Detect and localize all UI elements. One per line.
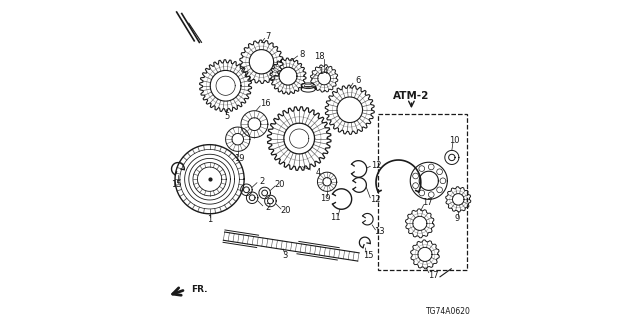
Text: 14: 14 [318,67,329,76]
Text: 13: 13 [374,227,385,236]
Text: 6: 6 [355,76,360,85]
Text: 18: 18 [314,52,324,61]
Bar [378,114,467,270]
Text: 8: 8 [300,50,305,59]
Text: 2: 2 [265,203,270,212]
Text: 7: 7 [265,32,271,41]
Text: 20: 20 [280,206,291,215]
Text: 19: 19 [234,154,244,163]
Text: 15: 15 [364,252,374,260]
Text: 3: 3 [282,252,287,260]
Text: ATM-2: ATM-2 [393,91,429,101]
Text: 16: 16 [260,100,271,108]
Text: TG74A0620: TG74A0620 [426,308,470,316]
Text: 5: 5 [225,112,230,121]
Text: 17: 17 [428,271,438,280]
Text: 9: 9 [454,214,460,223]
Text: 4: 4 [316,168,321,177]
Text: 11: 11 [330,213,340,222]
Text: 20: 20 [275,180,285,189]
Text: 15: 15 [171,180,182,189]
Text: FR.: FR. [191,285,207,294]
Text: 10: 10 [449,136,460,145]
Text: 19: 19 [320,194,331,203]
Text: 12: 12 [371,161,381,170]
Text: 17: 17 [422,198,433,207]
Text: 2: 2 [259,177,264,186]
Text: 1: 1 [207,215,212,224]
Text: 12: 12 [371,195,381,204]
